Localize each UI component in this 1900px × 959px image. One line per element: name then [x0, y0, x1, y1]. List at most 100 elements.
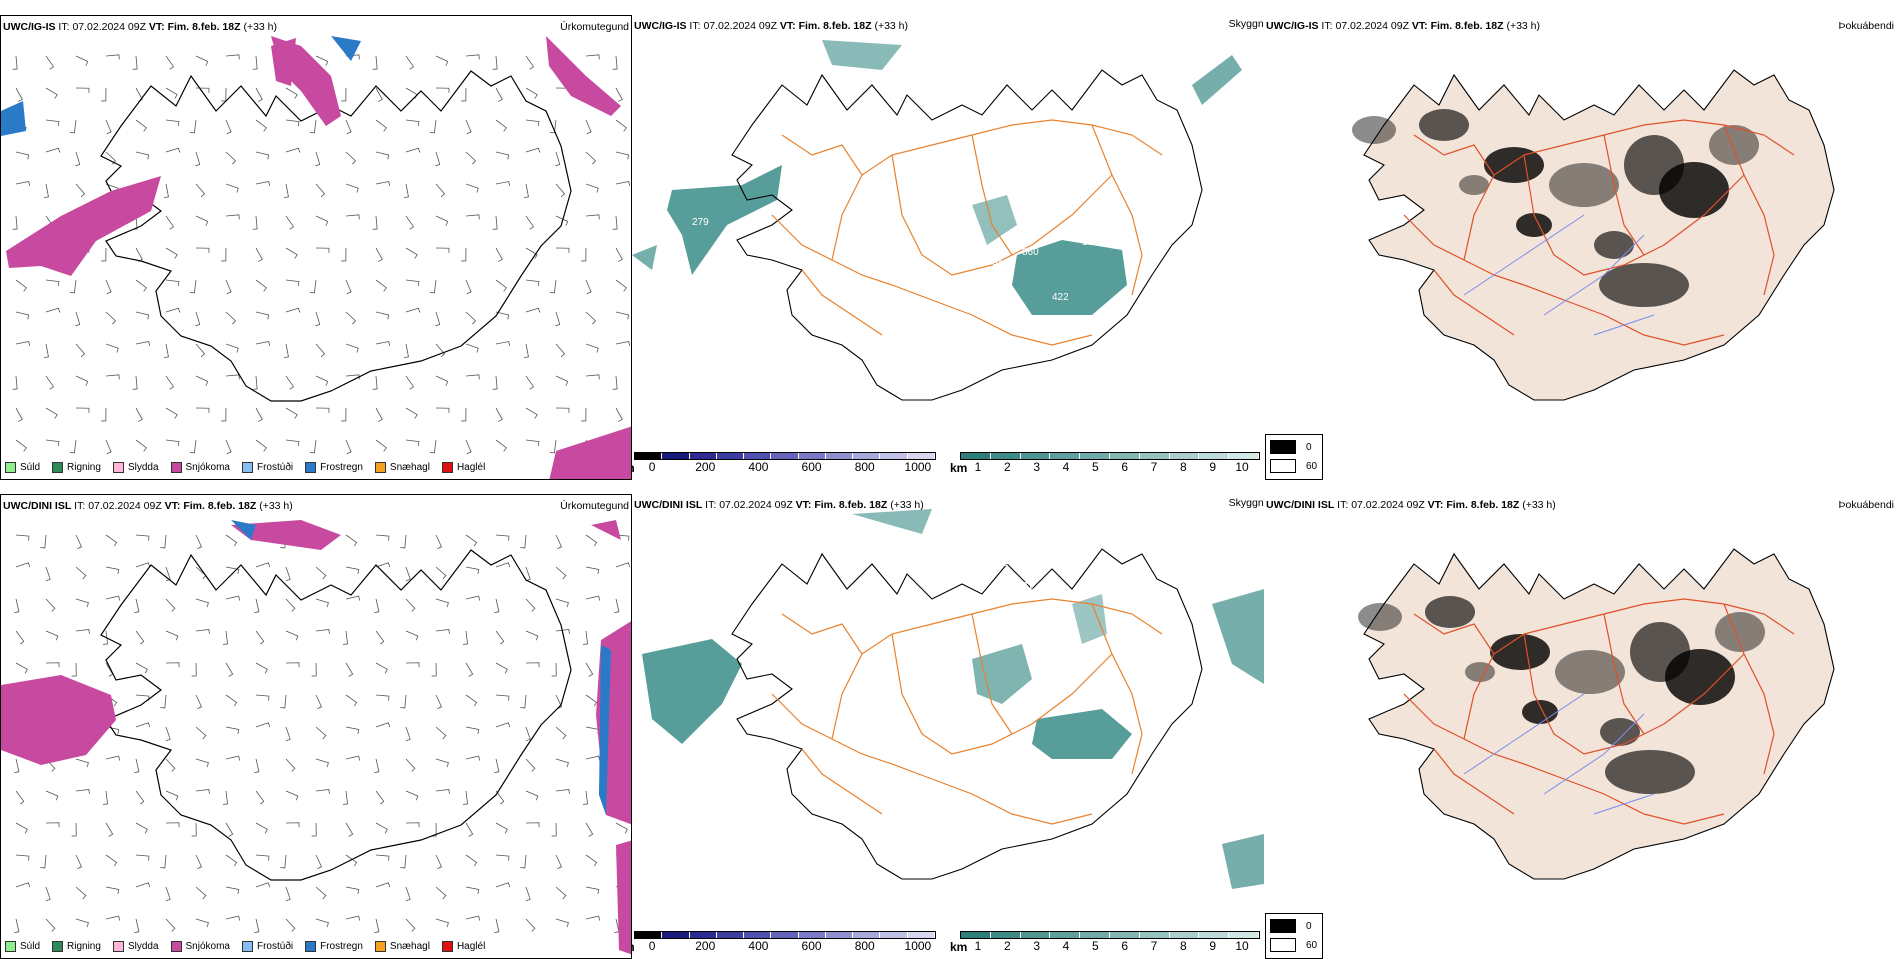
- coastline: [100, 70, 572, 402]
- wind-barb: [585, 566, 600, 575]
- wind-barb: [465, 279, 472, 295]
- wind-barb: [105, 534, 118, 547]
- colorbar-tick: 200: [695, 939, 716, 953]
- wind-barb: [135, 854, 150, 861]
- colorbar-tick: 400: [748, 939, 769, 953]
- wind-barb: [494, 918, 500, 934]
- wind-barb: [105, 755, 121, 761]
- colorbar-tick: 7: [1150, 460, 1158, 474]
- wind-barb: [615, 87, 623, 102]
- legend-swatch: [112, 462, 124, 473]
- wind-barb: [255, 822, 268, 834]
- wind-barb: [255, 662, 268, 674]
- coastline: [731, 69, 1203, 401]
- wind-barb: [405, 307, 421, 313]
- colorbar-cell: [1199, 932, 1230, 938]
- snow-area: [6, 176, 161, 276]
- frost-rain-area: [231, 520, 256, 540]
- wind-barb: [435, 788, 450, 794]
- wind-barb: [285, 307, 301, 313]
- wind-barb: [612, 215, 618, 230]
- wind-barb: [15, 790, 25, 805]
- wind-barb: [195, 407, 210, 413]
- wind-barb: [255, 439, 267, 452]
- ceiling-label: 840: [656, 558, 673, 569]
- legend-label: Slydda: [127, 462, 159, 473]
- fog-blob: [1425, 596, 1475, 628]
- wind-barb: [165, 407, 178, 419]
- wind-barb: [375, 562, 391, 568]
- wind-barb: [615, 151, 630, 160]
- colorbar-cell: [1050, 932, 1081, 938]
- road: [801, 748, 883, 815]
- low-visibility-area: [822, 40, 902, 70]
- wind-barb: [160, 534, 167, 549]
- wind-barb: [615, 279, 627, 292]
- frost-rain-area: [1, 101, 26, 136]
- ceiling-label: 18: [1082, 237, 1094, 248]
- wind-barb: [105, 595, 121, 601]
- wind-barb: [255, 87, 263, 102]
- wind-barb: [195, 375, 209, 386]
- fog-blob: [1555, 650, 1625, 694]
- legend-item: Frostregn: [305, 462, 363, 473]
- wind-barb: [315, 183, 326, 198]
- wind-barb: [343, 790, 349, 805]
- wind-barb: [315, 598, 329, 608]
- wind-barb: [375, 790, 385, 805]
- wind-barb: [375, 662, 388, 674]
- wind-barb: [105, 119, 112, 135]
- wind-barb: [195, 628, 210, 634]
- wind-barb: [315, 407, 330, 413]
- wind-barb: [105, 854, 118, 867]
- legend-swatch: [112, 941, 124, 952]
- wind-barb: [105, 886, 120, 895]
- wind-barb: [105, 279, 112, 295]
- wind-barb: [403, 183, 409, 199]
- ceiling-label: 984: [646, 578, 663, 589]
- colorbar-cell: [689, 932, 717, 938]
- wind-barb: [75, 183, 86, 198]
- wind-barb: [495, 439, 507, 452]
- river: [1463, 214, 1585, 296]
- wind-barb: [405, 247, 418, 259]
- wind-barb: [585, 279, 592, 295]
- panel-name: Úrkomutegund: [560, 500, 629, 512]
- wind-barb: [525, 790, 539, 801]
- wind-barb: [341, 87, 347, 102]
- wind-barb: [585, 119, 592, 135]
- fog-blob: [1358, 603, 1402, 631]
- wind-barb: [465, 694, 478, 707]
- wind-barb: [374, 918, 380, 934]
- wind-barb: [615, 119, 627, 132]
- colorbar-tick: 8: [1179, 939, 1187, 953]
- wind-barb: [405, 662, 420, 668]
- wind-barb: [40, 534, 47, 549]
- wind-barb: [69, 119, 77, 134]
- wind-barb: [285, 375, 295, 390]
- wind-barb: [225, 119, 232, 135]
- wind-barb: [134, 918, 140, 934]
- wind-barb: [15, 341, 31, 347]
- wind-barb: [435, 151, 441, 167]
- wind-barb: [255, 407, 263, 422]
- ceiling-label: 860: [1022, 247, 1039, 258]
- wind-barb: [135, 311, 150, 320]
- legend-item: Frostúði: [241, 462, 294, 473]
- wind-barb: [225, 822, 234, 837]
- wind-barb: [465, 119, 472, 135]
- wind-barb: [435, 407, 450, 413]
- wind-barb: [134, 758, 140, 774]
- wind-barb: [105, 311, 117, 325]
- wind-barb: [555, 375, 569, 386]
- wind-barb: [614, 598, 620, 614]
- fog-legend-swatch: [1270, 459, 1296, 473]
- road: [1603, 134, 1645, 256]
- road: [781, 134, 863, 176]
- fog-blob: [1484, 147, 1544, 183]
- legend-label: Snæhagl: [389, 941, 430, 952]
- wind-barb: [465, 755, 481, 761]
- land-fill: [1363, 548, 1835, 880]
- legend-label: Frostúði: [256, 462, 294, 473]
- wind-barb: [495, 790, 505, 805]
